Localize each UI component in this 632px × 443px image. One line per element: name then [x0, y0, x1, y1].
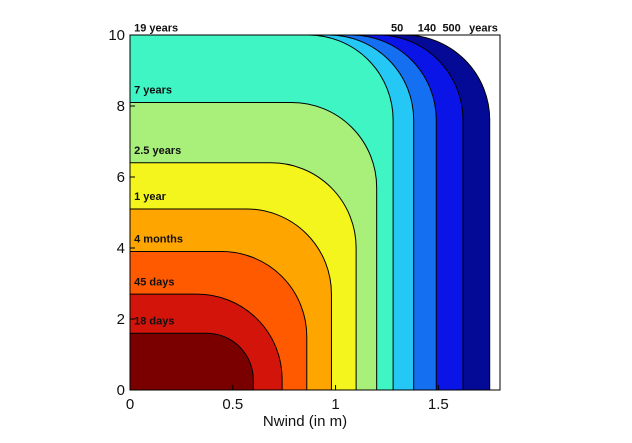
contour-line-7-years	[130, 101, 378, 390]
contour-label-45-days: 45 days	[134, 276, 174, 288]
contour-line-45-days	[130, 293, 283, 390]
y-tick-label: 2	[117, 311, 125, 328]
contour-label-4-months: 4 months	[134, 234, 183, 246]
contour-label-19-years: 19 years	[134, 22, 178, 34]
x-tick-label: 0	[126, 396, 134, 413]
contour-label-years: years	[469, 22, 498, 34]
contour-line-140	[130, 35, 437, 390]
contour-label-7-years: 7 years	[134, 85, 172, 97]
x-tick-label: 1	[331, 396, 339, 413]
y-tick-label: 10	[108, 27, 125, 44]
y-tick-label: 8	[117, 98, 125, 115]
contour-label-50: 50	[391, 22, 403, 34]
contour-line-18-days	[130, 332, 254, 390]
y-tick-label: 0	[117, 382, 125, 399]
contour-label-500: 500	[442, 22, 460, 34]
contour-line-1-year	[130, 208, 332, 390]
contour-line-50	[130, 35, 415, 390]
contour-line-19-years	[130, 35, 394, 390]
contour-line-2-5-years	[130, 162, 357, 390]
contour-line-500	[130, 35, 464, 390]
contour-lines	[130, 35, 491, 390]
contour-line-years	[130, 35, 491, 390]
y-tick-label: 6	[117, 169, 125, 186]
contour-label-2-5-years: 2.5 years	[134, 145, 181, 157]
plot-area-frame	[129, 34, 501, 391]
x-tick-label: 1.5	[428, 396, 449, 413]
contour-label-18-days: 18 days	[134, 315, 174, 327]
contour-line-4-months	[130, 251, 308, 390]
y-tick-label: 4	[117, 240, 125, 257]
x-axis: 0 0.5 1 1.5	[126, 385, 449, 413]
x-tick-label: 0.5	[222, 396, 243, 413]
contour-region-18-days	[130, 333, 254, 390]
x-axis-title: Nwind (in m)	[263, 413, 347, 430]
contour-label-140: 140	[418, 22, 436, 34]
contour-fills	[130, 35, 490, 390]
contour-labels: 18 days 45 days 4 months 1 year 2.5 years 7 y…	[134, 22, 498, 327]
y-axis: 0 2 4 6 8 10	[108, 27, 135, 399]
contour-label-1-year: 1 year	[134, 191, 167, 203]
